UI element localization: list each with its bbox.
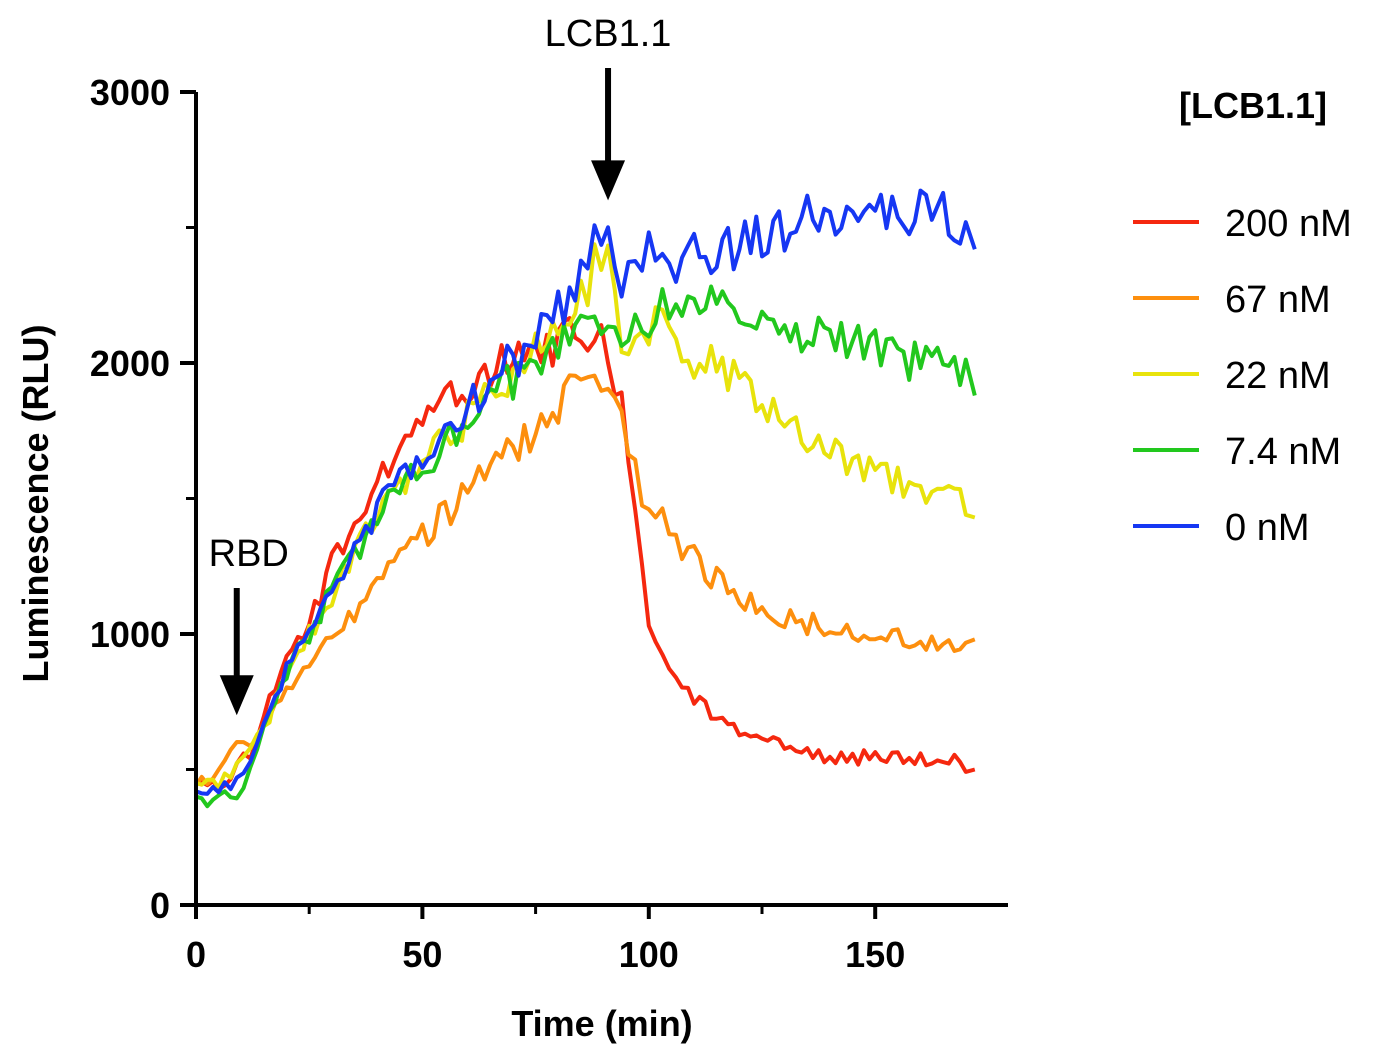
x-tick-label: 50: [402, 934, 442, 975]
annotations: RBD LCB1.1: [209, 13, 672, 716]
annotation-0: RBD: [209, 533, 289, 716]
legend-title: [LCB1.1]: [1179, 85, 1327, 126]
legend-label: 0 nM: [1225, 507, 1309, 549]
legend-item: 7.4 nM: [1133, 431, 1341, 473]
y-axis-ticks: 0 1000 2000 3000: [90, 72, 196, 926]
annotation-arrow-head: [219, 675, 254, 716]
series-line-3: [195, 284, 977, 809]
x-tick-label: 150: [845, 934, 905, 975]
legend-items: 200 nM 67 nM 22 nM 7.4 nM 0 nM: [1133, 203, 1352, 549]
legend-label: 22 nM: [1225, 355, 1331, 397]
annotation-label: RBD: [209, 533, 289, 575]
x-axis-ticks: 0 50 100 150: [186, 905, 905, 975]
x-tick-label: 100: [619, 934, 679, 975]
annotation-label: LCB1.1: [545, 13, 672, 55]
series-line-0: [195, 316, 976, 792]
legend-item: 22 nM: [1133, 355, 1331, 397]
y-tick-label: 2000: [90, 343, 170, 384]
legend-label: 200 nM: [1225, 203, 1352, 245]
legend-item: 67 nM: [1133, 279, 1331, 321]
annotation-1: LCB1.1: [545, 13, 672, 201]
series-line-4: [195, 188, 977, 796]
legend-item: 0 nM: [1133, 507, 1309, 549]
y-tick-label: 1000: [90, 614, 170, 655]
y-tick-label: 0: [150, 885, 170, 926]
plot-lines: [194, 188, 977, 809]
x-tick-label: 0: [186, 934, 206, 975]
x-axis-title: Time (min): [511, 1003, 692, 1044]
legend-label: 7.4 nM: [1225, 431, 1341, 473]
series-line-1: [194, 373, 976, 787]
legend-label: 67 nM: [1225, 279, 1331, 321]
legend: [LCB1.1] 200 nM 67 nM 22 nM 7.4 nM 0 nM: [1133, 85, 1352, 549]
legend-item: 200 nM: [1133, 203, 1352, 245]
y-axis-title: Luminescence (RLU): [15, 324, 56, 682]
series-line-2: [195, 242, 976, 790]
annotation-arrow-head: [591, 160, 626, 201]
y-tick-label: 3000: [90, 72, 170, 113]
